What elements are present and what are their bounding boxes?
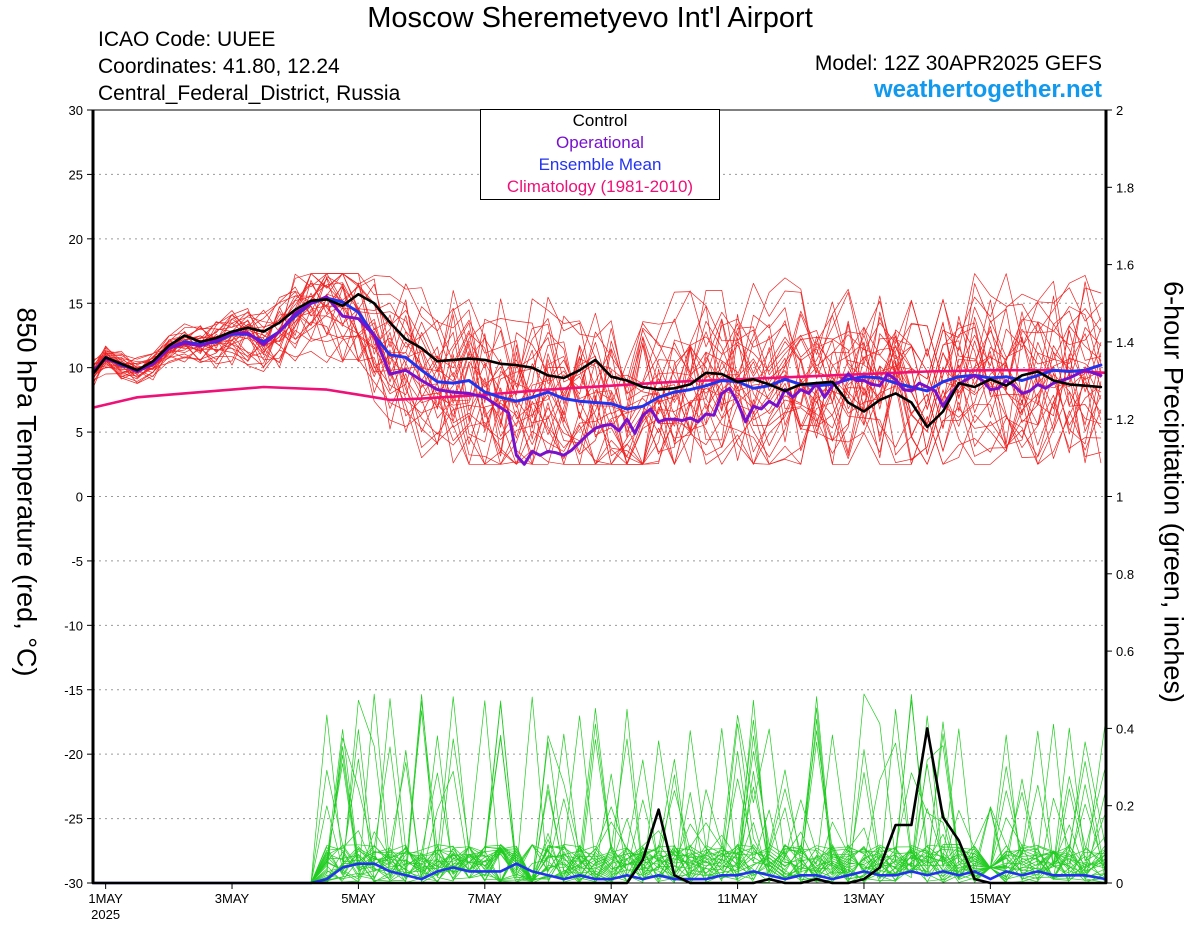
ensemble-mean-precip-line bbox=[91, 862, 1108, 885]
precip-member-line bbox=[92, 696, 1107, 884]
page-title: Moscow Sheremetyevo Int'l Airport bbox=[367, 2, 813, 34]
y-tick-label: -5 bbox=[71, 554, 83, 569]
y2-tick-label: 1.4 bbox=[1116, 335, 1134, 350]
x-tick-label: 3MAY bbox=[215, 891, 250, 906]
precip-member-line bbox=[92, 733, 1107, 884]
control-line bbox=[91, 292, 1103, 429]
legend-control: Control bbox=[572, 111, 628, 130]
x-tick-label: 13MAY bbox=[843, 891, 885, 906]
y-tick-label: 30 bbox=[69, 103, 83, 118]
y-tick-label: 20 bbox=[69, 232, 83, 247]
y-tick-label: -20 bbox=[64, 747, 83, 762]
x-tick-label: 15MAY bbox=[970, 891, 1012, 906]
y-tick-label: 15 bbox=[69, 296, 83, 311]
legend: Control Operational Ensemble Mean Climat… bbox=[480, 109, 720, 200]
precip-member-line bbox=[92, 723, 1107, 884]
y2-tick-label: 1 bbox=[1116, 490, 1123, 505]
precip-member-line bbox=[92, 729, 1107, 884]
y-tick-label: 25 bbox=[69, 167, 83, 182]
legend-climatology: Climatology (1981-2010) bbox=[506, 177, 694, 196]
y-tick-label: 5 bbox=[76, 425, 83, 440]
site-link[interactable]: weathertogether.net bbox=[873, 76, 1102, 103]
temp-member-line bbox=[92, 280, 1102, 465]
region: Central_Federal_District, Russia bbox=[98, 82, 401, 105]
y2-tick-label: 0 bbox=[1116, 876, 1123, 891]
temp-member-line bbox=[92, 307, 1102, 465]
y-tick-label: -30 bbox=[64, 876, 83, 891]
temp-member-line bbox=[92, 277, 1102, 449]
temp-member-line bbox=[92, 298, 1102, 465]
legend-operational: Operational bbox=[556, 133, 644, 152]
x-tick-sublabel: 2025 bbox=[91, 907, 120, 922]
y2-tick-label: 0.4 bbox=[1116, 721, 1134, 736]
precip-member-line bbox=[92, 729, 1107, 884]
x-tick-label: 11MAY bbox=[717, 891, 758, 906]
temp-member-line bbox=[92, 283, 1102, 424]
climatology-line bbox=[91, 368, 1108, 409]
y2-tick-label: 1.6 bbox=[1116, 258, 1134, 273]
y-tick-label: -15 bbox=[64, 683, 83, 698]
x-tick-label: 9MAY bbox=[594, 891, 629, 906]
y-tick-label: -10 bbox=[64, 618, 83, 633]
operational-line bbox=[91, 295, 1103, 466]
y2-tick-label: 0.8 bbox=[1116, 567, 1134, 582]
y2-tick-label: 2 bbox=[1116, 103, 1123, 118]
y2-tick-label: 0.2 bbox=[1116, 799, 1134, 814]
model-run: Model: 12Z 30APR2025 GEFS bbox=[814, 52, 1102, 75]
precip-member-line bbox=[92, 735, 1107, 884]
precip-member-line bbox=[92, 700, 1107, 884]
y2-tick-label: 1.8 bbox=[1116, 180, 1134, 195]
y-tick-label: -25 bbox=[64, 812, 83, 827]
y-tick-label: 0 bbox=[76, 490, 83, 505]
precip-member-line bbox=[92, 734, 1107, 884]
x-tick-label: 7MAY bbox=[468, 891, 503, 906]
temp-member-line bbox=[92, 307, 1102, 465]
temp-member-line bbox=[92, 305, 1102, 465]
coordinates: Coordinates: 41.80, 12.24 bbox=[98, 55, 340, 78]
legend-ensemble-mean: Ensemble Mean bbox=[538, 155, 662, 174]
x-tick-label: 1MAY bbox=[88, 891, 123, 906]
x-tick-label: 5MAY bbox=[341, 891, 376, 906]
y2-tick-label: 1.2 bbox=[1116, 412, 1134, 427]
temp-member-line bbox=[92, 297, 1102, 465]
precip-member-line bbox=[92, 699, 1107, 884]
y-tick-label: 10 bbox=[69, 361, 83, 376]
icao-code: ICAO Code: UUEE bbox=[98, 28, 276, 51]
precip-member-line bbox=[92, 696, 1107, 884]
y2-tick-label: 0.6 bbox=[1116, 644, 1134, 659]
precip-member-line bbox=[92, 699, 1107, 884]
